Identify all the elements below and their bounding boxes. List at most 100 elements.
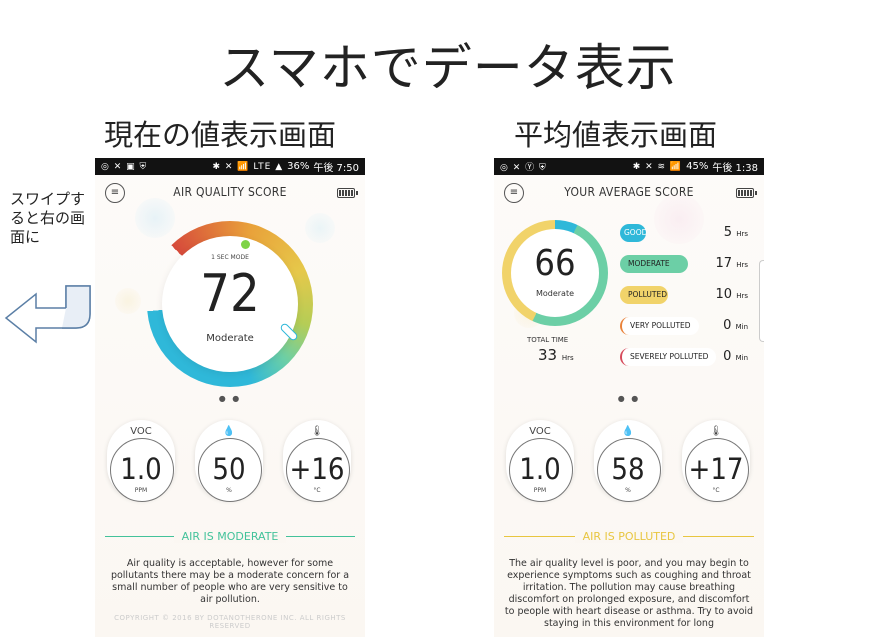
- score-gauge: 1 SEC MODE 72 Moderate: [147, 221, 313, 387]
- average-face: 66 Moderate: [511, 229, 599, 317]
- total-time-value: 33 Hrs: [538, 346, 574, 364]
- device-battery-icon: [337, 188, 358, 198]
- voc-sensor: VOC 1.0 PPM: [107, 420, 175, 502]
- category-pill: VERY POLLUTED: [620, 317, 699, 335]
- sensor-circle: [198, 438, 262, 502]
- temperature-sensor: 🌡 +16 °C: [283, 420, 351, 502]
- category-pill: MODERATE: [620, 255, 688, 273]
- app-title: AIR QUALITY SCORE: [173, 185, 287, 199]
- app-bar: ≡ AIR QUALITY SCORE: [95, 175, 365, 209]
- right-subtitle: 平均値表示画面: [514, 118, 718, 152]
- average-value: 66: [534, 243, 576, 284]
- left-subtitle: 現在の値表示画面: [104, 118, 337, 152]
- voc-icon: VOC: [130, 426, 152, 437]
- category-unit: Hrs: [736, 230, 748, 238]
- bubble-decoration: [654, 194, 704, 244]
- notification-icons: ◎ ✕ ▣ ⛨: [101, 161, 148, 172]
- signal-icons: ✱ ✕ ≋ 📶: [632, 161, 683, 172]
- signal-icons: ✱ ✕ 📶 LTE ▲: [212, 161, 284, 172]
- sensor-unit: PPM: [533, 487, 547, 494]
- clock: 午後 7:50: [313, 163, 359, 174]
- left-phone-screen: ◎ ✕ ▣ ⛨ ✱ ✕ 📶 LTE ▲ 36% 午後 7:50 ≡ AIR QU…: [95, 158, 365, 637]
- category-pill: SEVERELY POLLUTED: [620, 348, 717, 366]
- air-status: AIR IS MODERATE: [105, 530, 355, 543]
- app-title: YOUR AVERAGE SCORE: [564, 185, 694, 199]
- battery-percent: 45%: [686, 161, 709, 172]
- category-number: 5: [723, 225, 733, 240]
- category-unit: Hrs: [736, 261, 748, 269]
- total-time-unit: Hrs: [561, 354, 574, 362]
- gauge-face: 1 SEC MODE 72 Moderate: [162, 236, 298, 372]
- sensor-circle: [685, 438, 749, 502]
- category-unit: Min: [735, 323, 748, 331]
- copyright: COPYRIGHT © 2016 BY DOTANOTHERONE INC. A…: [114, 614, 346, 630]
- sensor-unit: °C: [313, 487, 321, 494]
- sensor-circle: [597, 438, 661, 502]
- water-drop-icon: 💧: [222, 426, 236, 437]
- battery-percent: 36%: [287, 161, 310, 172]
- air-status-text: AIR IS MODERATE: [173, 530, 287, 543]
- sensor-value: 1.0: [519, 452, 561, 486]
- category-number: 17: [715, 256, 733, 271]
- swipe-left-arrow-icon: [4, 285, 91, 344]
- sensor-circle: [286, 438, 350, 502]
- category-value: 0 Min: [723, 348, 748, 367]
- category-unit: Hrs: [736, 292, 748, 300]
- score-label: Moderate: [206, 333, 254, 344]
- status-description: Air quality is acceptable, however for s…: [110, 558, 350, 605]
- thermometer-icon: 🌡: [310, 426, 324, 437]
- slide-title: スマホでデータ表示: [219, 39, 677, 97]
- total-time-label: TOTAL TIME: [527, 336, 569, 344]
- category-pill: POLLUTED: [620, 286, 668, 304]
- thermometer-icon: 🌡: [709, 426, 723, 437]
- category-number: 0: [723, 349, 732, 364]
- status-bar: ◎ ✕ Ⓨ ⛨ ✱ ✕ ≋ 📶 45% 午後 1:38: [494, 158, 764, 175]
- average-score-ring: 66 Moderate: [502, 220, 608, 326]
- live-indicator-dot: [241, 240, 250, 249]
- bubble-decoration: [305, 213, 335, 243]
- category-value: 0 Min: [723, 317, 748, 336]
- air-status-text: AIR IS POLLUTED: [574, 530, 684, 543]
- app-bar: ≡ YOUR AVERAGE SCORE: [494, 175, 764, 209]
- sensor-value: 1.0: [120, 452, 162, 486]
- category-value: 10 Hrs: [716, 286, 748, 305]
- humidity-sensor: 💧 58 %: [594, 420, 662, 502]
- sensor-unit: %: [226, 487, 232, 494]
- humidity-sensor: 💧 50 %: [195, 420, 263, 502]
- total-time-number: 33: [538, 346, 558, 364]
- temperature-sensor: 🌡 +17 °C: [682, 420, 750, 502]
- category-unit: Min: [735, 354, 748, 362]
- category-row-severely-polluted: SEVERELY POLLUTED 0 Min: [620, 348, 760, 366]
- category-row-moderate: MODERATE 17 Hrs: [620, 255, 760, 273]
- category-value: 17 Hrs: [716, 255, 748, 274]
- sensor-circle: [509, 438, 573, 502]
- sensor-unit: %: [625, 487, 631, 494]
- category-row-very-polluted: VERY POLLUTED 0 Min: [620, 317, 760, 335]
- category-number: 0: [723, 318, 732, 333]
- sensor-unit: PPM: [134, 487, 148, 494]
- right-phone-screen: ◎ ✕ Ⓨ ⛨ ✱ ✕ ≋ 📶 45% 午後 1:38 ≡ YOUR AVERA…: [494, 158, 764, 637]
- page-indicator[interactable]: ● ●: [218, 394, 242, 403]
- sensor-unit: °C: [712, 487, 720, 494]
- device-battery-icon: [736, 188, 757, 198]
- notification-icons: ◎ ✕ Ⓨ ⛨: [500, 163, 547, 173]
- swipe-note: スワイプすると右の画面に: [10, 190, 86, 246]
- menu-icon[interactable]: ≡: [504, 183, 524, 203]
- average-label: Moderate: [535, 289, 575, 298]
- voc-icon: VOC: [529, 426, 551, 437]
- sensor-value: +16: [289, 452, 345, 486]
- sensor-circle: [110, 438, 174, 502]
- menu-icon[interactable]: ≡: [105, 183, 125, 203]
- air-status: AIR IS POLLUTED: [504, 530, 754, 543]
- gauge-mode: 1 SEC MODE: [211, 254, 249, 261]
- category-row-polluted: POLLUTED 10 Hrs: [620, 286, 760, 304]
- side-drawer-handle[interactable]: [759, 260, 764, 342]
- voc-sensor: VOC 1.0 PPM: [506, 420, 574, 502]
- score-value: 72: [200, 264, 260, 324]
- bubble-decoration: [135, 198, 175, 238]
- page-indicator[interactable]: ● ●: [617, 394, 641, 403]
- status-bar: ◎ ✕ ▣ ⛨ ✱ ✕ 📶 LTE ▲ 36% 午後 7:50: [95, 158, 365, 175]
- water-drop-icon: 💧: [621, 426, 635, 437]
- clock: 午後 1:38: [712, 163, 758, 174]
- sensor-value: 50: [212, 452, 246, 486]
